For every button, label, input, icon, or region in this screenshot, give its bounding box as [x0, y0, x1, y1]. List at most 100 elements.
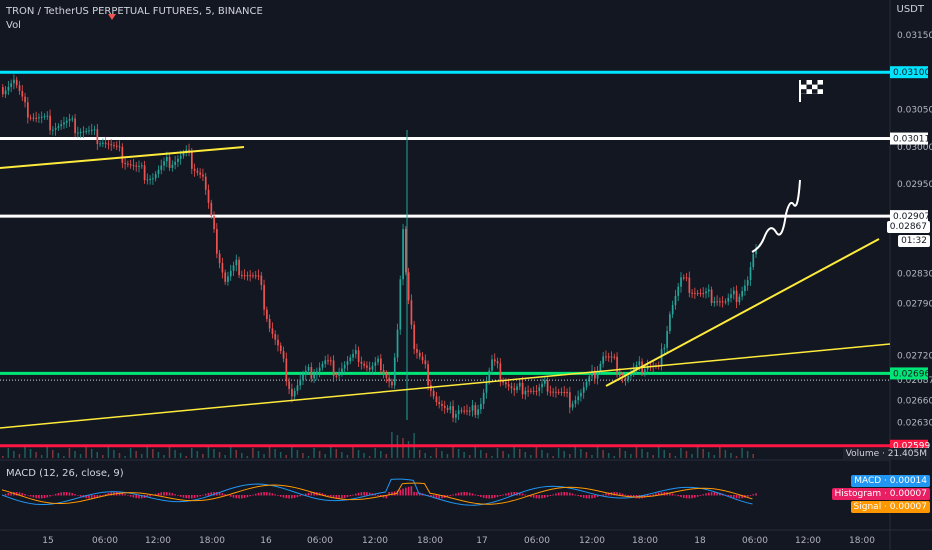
candle-body — [488, 370, 491, 382]
histogram-bar — [569, 492, 571, 496]
candle-body — [463, 410, 466, 412]
x-tick-label: 06:00 — [524, 536, 550, 546]
x-tick-label: 18:00 — [199, 536, 225, 546]
candle-body — [571, 403, 574, 408]
candle-body — [288, 381, 290, 389]
candle-body — [530, 390, 532, 392]
candle-body — [221, 263, 224, 273]
y-tick-label: 0.02720 — [897, 352, 932, 362]
candle-body — [210, 202, 213, 216]
candle-body — [229, 270, 232, 277]
histogram-bar — [346, 495, 349, 498]
histogram-bar — [441, 495, 443, 499]
histogram-bar — [535, 495, 538, 499]
candle-body — [682, 277, 685, 279]
histogram-bar — [532, 495, 535, 498]
volume-bar — [691, 454, 693, 458]
histogram-bar — [266, 492, 268, 496]
candle-body — [627, 376, 630, 380]
histogram-bar — [18, 492, 21, 496]
candle-body — [291, 388, 293, 397]
candle-body — [516, 386, 518, 391]
histogram-bar — [502, 494, 504, 496]
histogram-bar — [171, 493, 174, 496]
histogram-bar — [605, 493, 607, 496]
candle-body — [107, 143, 110, 145]
candle-body — [477, 409, 479, 415]
candle-body — [49, 115, 51, 131]
histogram-bar — [4, 493, 7, 496]
symbol-title[interactable]: TRON / TetherUS PERPETUAL FUTURES, 5, BI… — [6, 6, 263, 17]
volume-bar — [135, 451, 137, 458]
candle-body — [602, 356, 605, 364]
candle-body — [499, 363, 502, 381]
histogram-bar — [146, 495, 149, 498]
volume-bar — [646, 452, 649, 458]
candle-body — [677, 286, 680, 296]
histogram-bar — [138, 495, 140, 499]
volume-bar — [407, 441, 410, 458]
histogram-bar — [129, 495, 132, 497]
volume-bar — [746, 451, 749, 458]
candle-body — [193, 168, 196, 171]
candle-body — [329, 360, 332, 362]
candle-body — [96, 129, 99, 144]
volume-bar — [635, 446, 638, 458]
candle-body — [13, 79, 15, 84]
histogram-bar — [271, 493, 274, 496]
candle-body — [54, 127, 57, 130]
histogram-bar — [168, 492, 171, 496]
candle-body — [732, 290, 735, 295]
histogram-bar — [60, 492, 62, 496]
histogram-bar — [307, 492, 310, 496]
volume-bar — [402, 438, 404, 458]
volume-bar — [157, 452, 160, 458]
histogram-bar — [85, 495, 87, 499]
histogram-bar — [685, 495, 688, 499]
volume-bar — [229, 447, 232, 458]
candle-body — [385, 373, 388, 378]
candle-body — [696, 292, 699, 294]
volume-bar — [652, 455, 654, 458]
histogram-bar — [49, 495, 51, 497]
candle-body — [140, 165, 143, 167]
volume-bar — [7, 448, 10, 458]
candle-body — [79, 132, 82, 134]
histogram-bar — [268, 492, 271, 496]
candle-body — [282, 351, 285, 359]
volume-bar — [346, 455, 349, 458]
candle-body — [635, 365, 638, 369]
histogram-bar — [391, 491, 393, 496]
histogram-bar — [207, 492, 210, 496]
histogram-bar — [291, 495, 293, 499]
candle-body — [591, 370, 593, 377]
candle-body — [202, 174, 204, 177]
histogram-bar — [218, 492, 221, 496]
volume-bar — [602, 450, 604, 458]
candle-body — [199, 172, 202, 175]
volume-bar — [174, 450, 176, 458]
candle-body — [216, 229, 218, 254]
histogram-bar — [88, 495, 90, 499]
candle-body — [232, 265, 235, 271]
histogram-bar — [727, 495, 730, 497]
histogram-bar — [313, 492, 315, 496]
volume-bar — [557, 448, 560, 458]
histogram-bar — [160, 492, 163, 496]
candle-body — [174, 161, 177, 165]
candle-body — [113, 144, 115, 146]
volume-bar — [552, 456, 554, 458]
candle-body — [688, 277, 691, 293]
candle-body — [60, 124, 63, 127]
candle-body — [207, 189, 210, 203]
candle-body — [224, 272, 227, 282]
volume-bar — [329, 446, 332, 458]
histogram-bar — [557, 492, 560, 496]
volume-bar — [296, 450, 299, 458]
histogram-bar — [691, 495, 693, 499]
candle-body — [518, 382, 521, 387]
candle-body — [532, 390, 535, 392]
volume-bar — [491, 456, 493, 458]
candle-body — [619, 373, 621, 376]
